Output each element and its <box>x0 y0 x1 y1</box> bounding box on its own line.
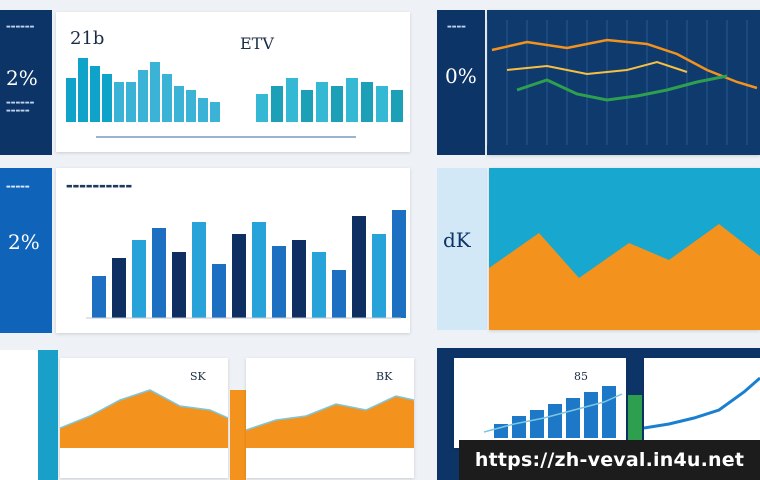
bar <box>90 66 100 122</box>
kpi-panel-top-right: ▬▬▬▬ 0% <box>437 10 485 155</box>
bar <box>198 98 208 122</box>
bar <box>138 70 148 122</box>
area-fill <box>489 224 760 330</box>
line-card-bottom-4 <box>644 358 760 448</box>
area-line <box>60 389 228 429</box>
accent-strip-bottom-left <box>38 350 58 480</box>
bar <box>252 222 266 318</box>
area-chart-card-mid-right <box>489 168 760 330</box>
area-card-bottom-1: SK <box>60 358 228 478</box>
bar <box>271 86 283 122</box>
bar <box>212 264 226 318</box>
bar <box>316 82 328 122</box>
bar <box>332 270 346 318</box>
watermark-url: https://zh-veval.in4u.net <box>459 440 760 480</box>
bar-chart-mid <box>86 210 406 319</box>
chart-title-top-left: 21b <box>70 28 105 49</box>
accent-bar-bottom-1 <box>230 390 246 480</box>
bar <box>150 62 160 122</box>
line-chart-card-top-right <box>487 10 760 155</box>
bar <box>162 74 172 122</box>
bar <box>352 216 366 318</box>
bar <box>512 416 526 438</box>
line-chart-bottom-4 <box>644 376 760 430</box>
bar <box>392 210 406 318</box>
bar <box>602 386 616 438</box>
bar <box>186 90 196 122</box>
bar <box>92 276 106 318</box>
series-line <box>516 74 728 102</box>
area-chart-bottom-1 <box>60 389 228 448</box>
chart-card-top-left: 21b ETV <box>56 12 410 152</box>
bar <box>272 246 286 318</box>
bar <box>530 410 544 438</box>
bar <box>286 78 298 122</box>
bar <box>494 424 508 438</box>
bar-chart-bottom-3 <box>483 386 623 438</box>
bar <box>232 234 246 318</box>
card-title-bottom-3: 85 <box>574 370 588 383</box>
bar-card-bottom-3: 85 <box>454 358 626 448</box>
bar <box>126 82 136 122</box>
area-chart-mid-right <box>489 224 760 330</box>
bar <box>152 228 166 318</box>
chart-title-top-mid: ETV <box>240 34 274 53</box>
area-chart-bottom-2 <box>246 395 414 448</box>
bar <box>331 86 343 122</box>
trend-line <box>483 393 623 433</box>
bar <box>566 398 580 438</box>
series-line <box>491 38 758 90</box>
bar <box>114 82 124 122</box>
kpi-panel-mid-left: ▬▬▬▬▬ 2% <box>0 168 52 333</box>
accent-bar-bottom-3 <box>628 395 642 445</box>
area-fill <box>60 390 228 448</box>
card-title-bottom-1: SK <box>190 370 206 383</box>
bar <box>102 74 112 122</box>
bar <box>210 102 220 122</box>
bar <box>66 78 76 122</box>
kpi-value-mid-right: dK <box>443 228 471 252</box>
bar <box>361 82 373 122</box>
bar <box>548 404 562 438</box>
bar <box>192 222 206 318</box>
series-line <box>506 60 688 76</box>
card-title-bottom-2: BK <box>376 370 393 383</box>
kpi-panel-mid-right: dK <box>437 168 487 330</box>
bar <box>376 86 388 122</box>
kpi-value-top-left: 2% <box>6 66 38 90</box>
trend-line <box>644 376 760 430</box>
kpi-value-mid-left: 2% <box>8 230 40 254</box>
bar <box>132 240 146 318</box>
line-chart-top-right <box>487 20 758 145</box>
bar-chart-card-mid: ▬▬▬▬▬▬▬▬▬▬ <box>56 168 410 333</box>
area-card-bottom-2: BK <box>246 358 414 478</box>
bar <box>256 94 268 122</box>
bar <box>372 234 386 318</box>
bar <box>584 392 598 438</box>
area-line <box>246 395 414 431</box>
bar <box>174 86 184 122</box>
area-fill <box>246 396 414 448</box>
kpi-value-top-right: 0% <box>445 64 477 88</box>
bar <box>346 78 358 122</box>
bar <box>172 252 186 318</box>
kpi-panel-top-left: ▬▬▬▬▬▬ 2% ▬▬▬▬▬▬ ▬▬▬▬▬ <box>0 10 52 155</box>
sidebar-bottom-left <box>0 350 38 480</box>
bar <box>112 258 126 318</box>
bar-chart-top <box>66 58 403 122</box>
bar <box>78 58 88 122</box>
bar <box>312 252 326 318</box>
bar <box>391 90 403 122</box>
bar <box>292 240 306 318</box>
bar <box>301 90 313 122</box>
